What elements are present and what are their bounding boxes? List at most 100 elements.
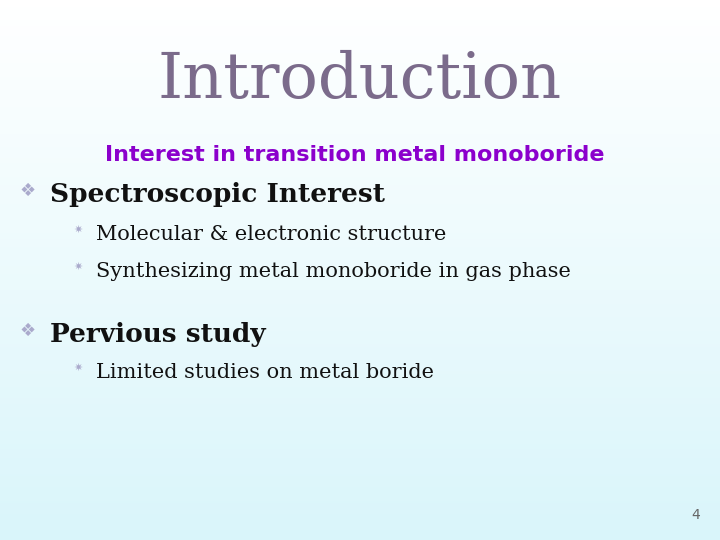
Bar (0, 386, 720, 389)
Bar (0, 213, 720, 216)
Bar (0, 523, 720, 526)
Bar (0, 437, 720, 440)
Bar (0, 94, 720, 97)
Bar (0, 161, 720, 165)
Bar (0, 499, 720, 502)
Bar (0, 180, 720, 184)
Bar (0, 464, 720, 467)
Bar (0, 126, 720, 130)
Bar (0, 164, 720, 167)
Bar (0, 418, 720, 421)
Bar (0, 64, 720, 68)
Bar (0, 86, 720, 89)
Bar (0, 188, 720, 192)
Text: Pervious study: Pervious study (50, 322, 266, 347)
Bar (0, 29, 720, 32)
Text: ❖: ❖ (20, 182, 36, 200)
Bar (0, 529, 720, 532)
Bar (0, 326, 720, 329)
Bar (0, 372, 720, 375)
Bar (0, 113, 720, 116)
Bar (0, 178, 720, 181)
Bar (0, 280, 720, 284)
Bar (0, 210, 720, 213)
Text: Molecular & electronic structure: Molecular & electronic structure (96, 225, 446, 244)
Bar (0, 194, 720, 197)
Bar (0, 5, 720, 8)
Bar (0, 59, 720, 62)
Bar (0, 407, 720, 410)
Bar (0, 186, 720, 189)
Bar (0, 515, 720, 518)
Bar (0, 512, 720, 516)
Bar (0, 143, 720, 146)
Bar (0, 323, 720, 327)
Bar (0, 429, 720, 432)
Bar (0, 53, 720, 57)
Bar (0, 99, 720, 103)
Bar (0, 367, 720, 370)
Bar (0, 132, 720, 135)
Bar (0, 67, 720, 70)
Bar (0, 134, 720, 138)
Bar (0, 80, 720, 84)
Bar (0, 310, 720, 313)
Bar (0, 396, 720, 400)
Bar (0, 215, 720, 219)
Bar (0, 48, 720, 51)
Bar (0, 116, 720, 119)
Bar (0, 153, 720, 157)
Bar (0, 288, 720, 292)
Bar (0, 364, 720, 367)
Text: Introduction: Introduction (158, 50, 562, 111)
Bar (0, 40, 720, 43)
Bar (0, 337, 720, 340)
Bar (0, 148, 720, 151)
Bar (0, 43, 720, 46)
Bar (0, 531, 720, 535)
Bar (0, 264, 720, 267)
Bar (0, 2, 720, 5)
Bar (0, 313, 720, 316)
Text: ❖: ❖ (20, 322, 36, 340)
Bar (0, 242, 720, 246)
Bar (0, 105, 720, 108)
Bar (0, 340, 720, 343)
Bar (0, 440, 720, 443)
Bar (0, 207, 720, 211)
Bar (0, 35, 720, 38)
Bar (0, 0, 720, 3)
Bar (0, 286, 720, 289)
Bar (0, 504, 720, 508)
Bar (0, 107, 720, 111)
Bar (0, 415, 720, 418)
Bar (0, 394, 720, 397)
Text: ✷: ✷ (73, 225, 83, 235)
Bar (0, 145, 720, 149)
Bar (0, 458, 720, 462)
Bar (0, 534, 720, 537)
Bar (0, 272, 720, 275)
Bar (0, 434, 720, 437)
Bar (0, 248, 720, 251)
Bar (0, 83, 720, 86)
Bar (0, 391, 720, 394)
Bar (0, 13, 720, 16)
Bar (0, 102, 720, 105)
Bar (0, 299, 720, 302)
Bar (0, 129, 720, 132)
Bar (0, 62, 720, 65)
Bar (0, 483, 720, 486)
Bar (0, 348, 720, 351)
Bar (0, 350, 720, 354)
Bar (0, 70, 720, 73)
Bar (0, 8, 720, 11)
Bar (0, 377, 720, 381)
Bar (0, 502, 720, 505)
Bar (0, 251, 720, 254)
Bar (0, 172, 720, 176)
Bar (0, 332, 720, 335)
Bar (0, 521, 720, 524)
Bar (0, 218, 720, 221)
Bar (0, 159, 720, 162)
